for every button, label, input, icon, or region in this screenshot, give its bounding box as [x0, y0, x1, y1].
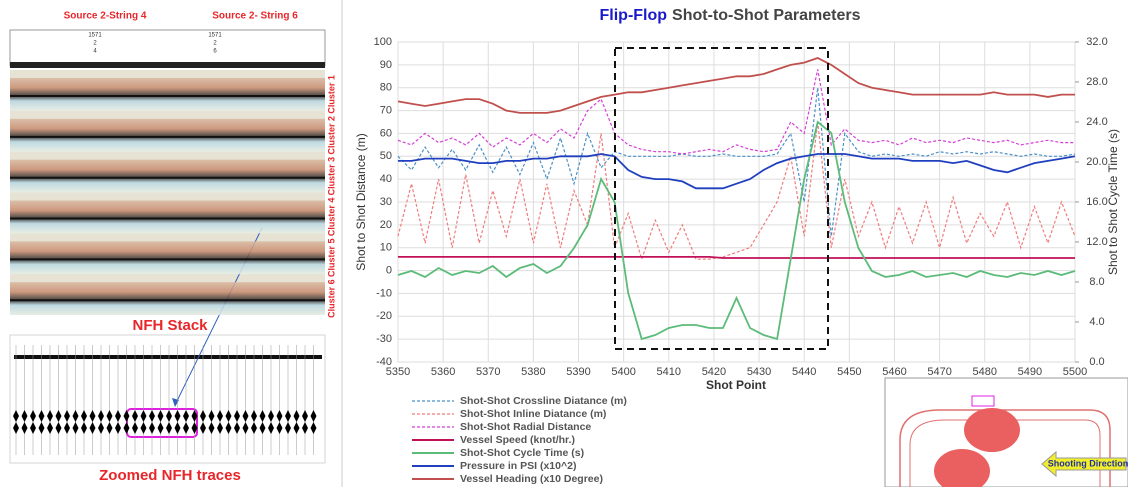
- source-label: Source 2-String 4: [64, 11, 147, 22]
- source-label: Source 2- String 6: [212, 11, 298, 22]
- x-tick-label: 5420: [702, 366, 726, 378]
- legend-label: Shot-Shot Crossline Diatance (m): [460, 395, 627, 407]
- legend-label: Shot-Shot Radial Distance: [460, 421, 591, 433]
- y2-tick-label: 12.0: [1086, 236, 1107, 248]
- y-axis-label: Shot to Shot Distance (m): [354, 133, 368, 270]
- zoom-image: [10, 335, 325, 463]
- cluster-label: Cluster 4: [326, 198, 336, 237]
- stack-label: NFH Stack: [132, 317, 208, 334]
- y2-tick-label: 20.0: [1086, 156, 1107, 168]
- legend-label: Pressure in PSI (x10^2): [460, 460, 576, 472]
- page: Source 2-String 4 Source 2- String 6 NFH…: [0, 0, 1128, 487]
- stack-band: [10, 160, 325, 193]
- y2-tick-label: 24.0: [1086, 116, 1107, 128]
- y2-tick-label: 8.0: [1089, 276, 1104, 288]
- x-tick-label: 5490: [1018, 366, 1042, 378]
- x-axis-label: Shot Point: [706, 378, 766, 392]
- x-tick-label: 5500: [1063, 366, 1087, 378]
- y2-tick-label: 28.0: [1086, 76, 1107, 88]
- stack-band: [10, 201, 325, 234]
- y2-tick-label: 4.0: [1089, 316, 1104, 328]
- cluster-label: Cluster 5: [326, 238, 336, 277]
- x-tick-label: 5370: [476, 366, 500, 378]
- x-tick-label: 5380: [521, 366, 545, 378]
- x-tick-label: 5410: [657, 366, 681, 378]
- x-tick-label: 5440: [792, 366, 816, 378]
- cluster-label: Cluster 3: [326, 157, 336, 196]
- zoom-label: Zoomed NFH traces: [99, 467, 241, 484]
- chart-title: Flip-FlopShot-to-Shot Parameters: [600, 7, 861, 24]
- x-tick-label: 5480: [972, 366, 996, 378]
- cluster-label: Cluster 2: [326, 116, 336, 155]
- y-tick-label: 20: [380, 219, 392, 231]
- y-tick-label: 90: [380, 59, 392, 71]
- x-tick-label: 5400: [611, 366, 635, 378]
- y-tick-label: 30: [380, 196, 392, 208]
- stack-band: [10, 282, 325, 315]
- y-tick-label: 100: [374, 36, 392, 48]
- zone: [964, 408, 1020, 452]
- x-tick-label: 5390: [566, 366, 590, 378]
- inset-map: Shooting Direction: [885, 378, 1128, 487]
- x-tick-label: 5430: [747, 366, 771, 378]
- legend-label: Vessel Speed (knot/hr.): [460, 434, 575, 446]
- y-tick-label: 0: [386, 264, 392, 276]
- legend-label: Shot-Shot Cycle Time (s): [460, 447, 584, 459]
- y2-axis-label: Shot to Shot Cycle Time (s): [1106, 129, 1120, 275]
- stack-band: [10, 119, 325, 152]
- y-tick-label: -20: [376, 310, 392, 322]
- stack-band: [10, 241, 325, 274]
- y2-tick-label: 0.0: [1089, 356, 1104, 368]
- header-ticks: [10, 62, 325, 68]
- x-tick-label: 5360: [431, 366, 455, 378]
- y2-tick-label: 32.0: [1086, 36, 1107, 48]
- legend-label: Shot-Shot Inline Diatance (m): [460, 408, 606, 420]
- header-box: [10, 30, 325, 66]
- title-text: Shot-to-Shot Parameters: [672, 7, 861, 24]
- x-tick-label: 5350: [386, 366, 410, 378]
- title-highlight: Flip-Flop: [600, 7, 668, 24]
- cluster-label: Cluster 1: [326, 75, 336, 114]
- y-tick-label: 60: [380, 127, 392, 139]
- x-tick-label: 5470: [927, 366, 951, 378]
- y-tick-label: 50: [380, 150, 392, 162]
- y-tick-label: 10: [380, 242, 392, 254]
- cluster-label: Cluster 6: [326, 279, 336, 318]
- x-tick-label: 5450: [837, 366, 861, 378]
- y-tick-label: 40: [380, 173, 392, 185]
- legend-label: Vessel Heading (x10 Degree): [460, 473, 603, 485]
- inset-label: Shooting Direction: [1048, 458, 1128, 468]
- y2-tick-label: 16.0: [1086, 196, 1107, 208]
- y-tick-label: 80: [380, 82, 392, 94]
- header-number: 1571: [88, 33, 102, 39]
- y-tick-label: -30: [376, 333, 392, 345]
- header-number: 1571: [208, 33, 222, 39]
- y-tick-label: 70: [380, 104, 392, 116]
- seismic-panel: Source 2-String 4 Source 2- String 6 NFH…: [10, 11, 336, 484]
- x-tick-label: 5460: [882, 366, 906, 378]
- stack-band: [10, 78, 325, 111]
- y-tick-label: -10: [376, 287, 392, 299]
